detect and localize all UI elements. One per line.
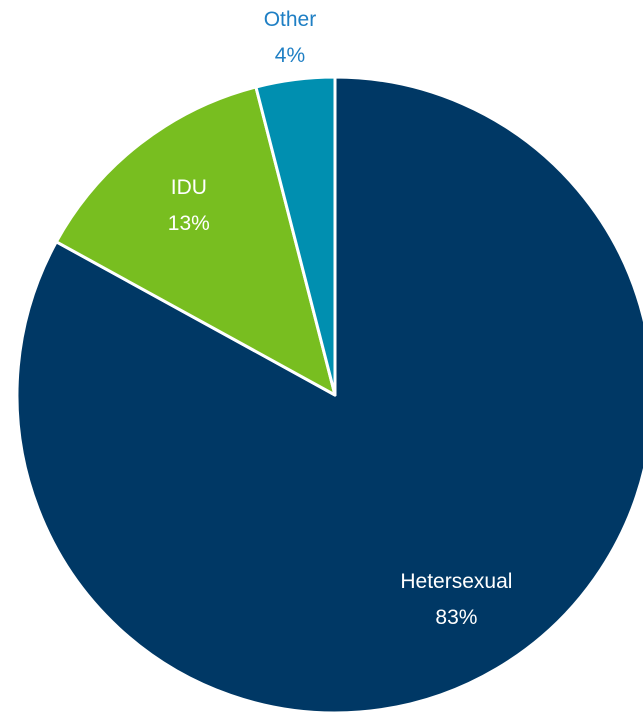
pie-slice — [15, 75, 643, 714]
pie-slice — [54, 85, 337, 397]
slice-value-label: 83% — [435, 606, 477, 629]
slice-value-label: 4% — [275, 44, 305, 67]
slice-label: Other — [264, 8, 317, 31]
slice-value-label: 13% — [168, 212, 210, 235]
slice-label: Hetersexual — [400, 570, 512, 593]
pie-slice — [254, 75, 337, 397]
slice-label: IDU — [171, 176, 207, 199]
